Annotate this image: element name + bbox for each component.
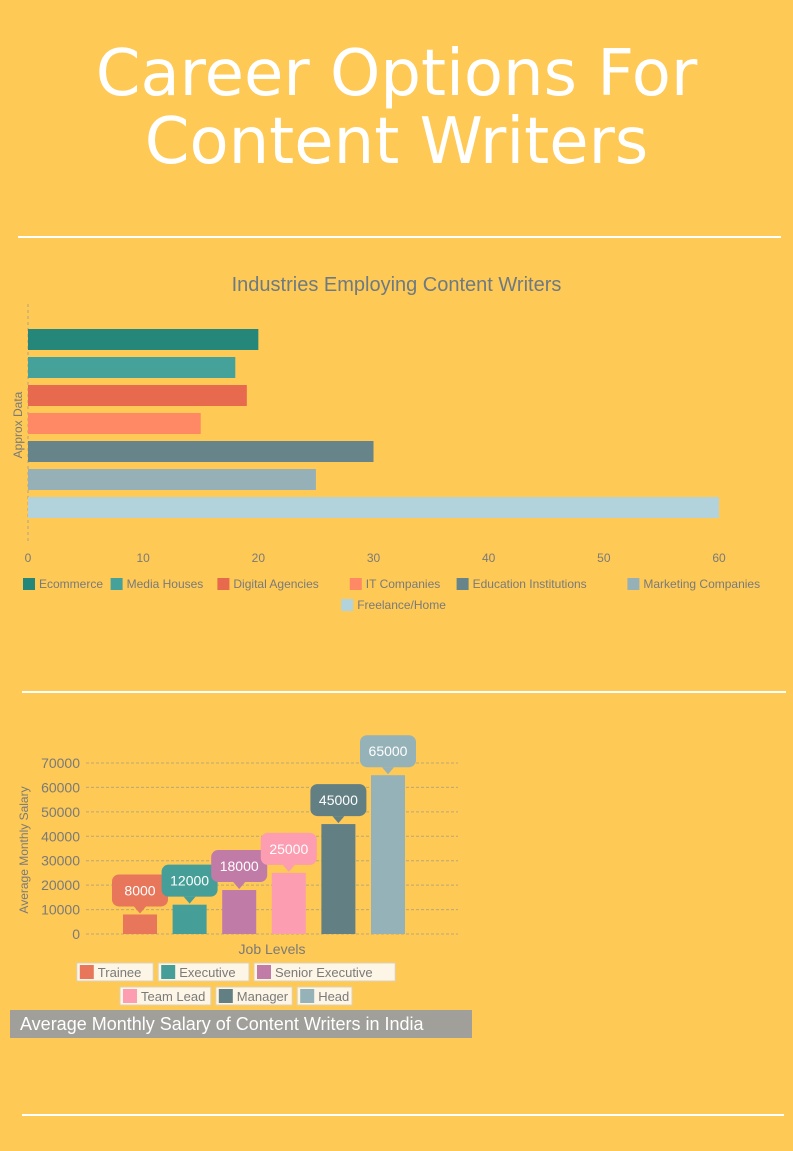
bar-senior-executive	[222, 890, 257, 934]
legend-swatch-freelance-home	[341, 599, 354, 611]
legend-label-marketing-companies: Marketing Companies	[643, 577, 760, 591]
legend-label-digital-agencies: Digital Agencies	[233, 577, 318, 591]
data-label-pointer-manager	[332, 816, 345, 824]
x-axis-label: Job Levels	[239, 941, 306, 957]
legend-label-media-houses: Media Houses	[127, 577, 204, 591]
bar-it-companies	[28, 413, 201, 434]
bar-manager	[321, 824, 356, 934]
legend-swatch-senior-executive	[257, 965, 271, 979]
legend-swatch-it-companies	[349, 578, 362, 590]
bar-ecommerce	[28, 329, 259, 350]
legend-label-it-companies: IT Companies	[366, 577, 440, 591]
x-tick-label: 50	[597, 551, 611, 565]
legend-item-team-lead	[119, 986, 212, 1006]
legend-item-trainee	[76, 962, 154, 982]
industries-chart-title: Industries Employing Content Writers	[231, 274, 562, 296]
data-label-executive: 12000	[170, 873, 209, 889]
legend-label-trainee: Trainee	[98, 965, 142, 980]
legend-label-ecommerce: Ecommerce	[39, 577, 103, 591]
y-tick-label: 40000	[41, 828, 80, 844]
x-tick-label: 10	[136, 551, 150, 565]
data-label-pointer-head	[382, 767, 394, 775]
data-label-trainee: 8000	[124, 882, 155, 898]
legend-label-team-lead: Team Lead	[141, 989, 205, 1004]
data-label-bubble-team-lead	[260, 832, 317, 865]
data-label-bubble-executive	[161, 864, 218, 897]
middle-divider	[22, 691, 786, 693]
y-tick-label: 50000	[41, 804, 80, 820]
legend-label-education-institutions: Education Institutions	[473, 577, 587, 591]
legend-item-senior-executive	[253, 962, 396, 982]
legend-swatch-education-institutions	[456, 578, 469, 590]
page-title-line-2: Content Writers	[144, 105, 649, 179]
bar-team-lead	[271, 872, 306, 934]
data-label-head: 65000	[369, 743, 408, 759]
x-tick-label: 40	[482, 551, 496, 565]
data-label-pointer-executive	[183, 896, 196, 904]
legend-swatch-head	[300, 989, 315, 1003]
legend-swatch-marketing-companies	[627, 578, 640, 590]
x-tick-label: 30	[367, 551, 381, 565]
y-tick-label: 30000	[41, 853, 80, 869]
page-title: Career Options For Content Writers	[0, 40, 793, 176]
bar-media-houses	[28, 357, 236, 378]
legend-label-senior-executive: Senior Executive	[275, 965, 373, 980]
data-label-pointer-team-lead	[282, 864, 295, 872]
y-tick-label: 0	[72, 926, 80, 942]
data-label-team-lead: 25000	[269, 841, 308, 857]
top-divider	[18, 236, 781, 238]
industries-chart: Approx Data 0 10 20 30 40 50 60 Ecommerce Media H…	[11, 304, 760, 612]
legend-swatch-digital-agencies	[217, 578, 230, 590]
y-tick-label: 10000	[41, 902, 80, 918]
x-tick-label: 0	[25, 551, 32, 565]
bar-digital-agencies	[28, 385, 247, 406]
bar-executive	[172, 904, 207, 934]
x-tick-label: 20	[252, 551, 266, 565]
salary-chart: 0 10000 20000 30000 40000 50000 60000 70000 Aver…	[17, 735, 458, 1006]
legend-swatch-team-lead	[123, 989, 137, 1003]
legend-item-manager	[215, 986, 293, 1006]
y-tick-label: 70000	[41, 755, 80, 771]
legend-swatch-ecommerce	[23, 578, 35, 590]
data-label-bubble-head	[360, 735, 416, 768]
legend-item-executive	[157, 962, 250, 982]
y-tick-label: 60000	[41, 779, 80, 795]
data-label-pointer-trainee	[134, 906, 146, 914]
salary-chart-caption: Average Monthly Salary of Content Writer…	[10, 1010, 472, 1038]
legend-swatch-manager	[218, 989, 233, 1003]
bar-trainee	[123, 914, 157, 934]
legend-label-head: Head	[318, 989, 349, 1004]
legend-swatch-media-houses	[110, 578, 123, 590]
bar-freelance-home	[28, 497, 719, 518]
y-tick-label: 20000	[41, 877, 80, 893]
y-axis-label: Average Monthly Salary	[17, 786, 31, 913]
legend-swatch-trainee	[79, 965, 94, 979]
data-label-bubble-manager	[310, 784, 367, 817]
bottom-divider	[22, 1114, 784, 1116]
data-label-bubble-senior-executive	[211, 850, 268, 883]
legend-label-freelance-home: Freelance/Home	[357, 598, 446, 612]
data-label-pointer-senior-executive	[233, 882, 246, 890]
legend-swatch-executive	[161, 965, 176, 979]
page-title-line-1: Career Options For	[95, 37, 698, 111]
data-label-bubble-trainee	[112, 874, 168, 907]
legend-label-executive: Executive	[179, 965, 235, 980]
legend-label-manager: Manager	[237, 989, 289, 1004]
x-tick-label: 60	[712, 551, 726, 565]
data-label-senior-executive: 18000	[220, 858, 259, 874]
data-label-manager: 45000	[319, 792, 358, 808]
y-axis-label: Approx Data	[11, 391, 25, 458]
bar-head	[371, 775, 405, 934]
bar-education-institutions	[28, 441, 374, 462]
bar-marketing-companies	[28, 469, 316, 490]
